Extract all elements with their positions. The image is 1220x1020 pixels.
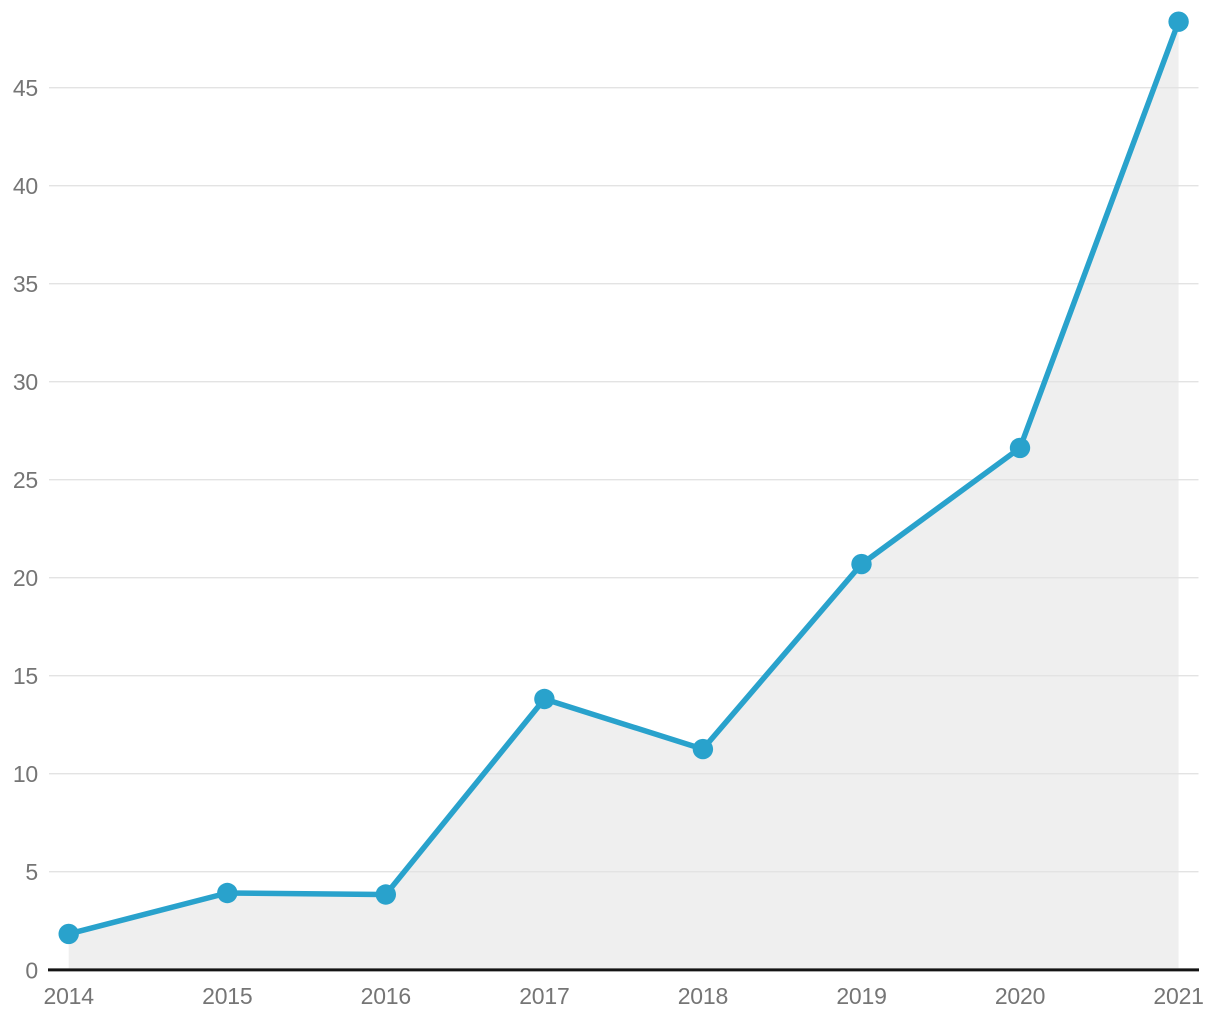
svg-text:5: 5: [25, 859, 38, 885]
svg-text:2018: 2018: [678, 983, 728, 1009]
svg-text:15: 15: [13, 663, 38, 689]
svg-text:20: 20: [13, 565, 38, 591]
svg-text:40: 40: [13, 173, 38, 199]
svg-text:25: 25: [13, 467, 38, 493]
svg-text:10: 10: [13, 761, 38, 787]
svg-text:30: 30: [13, 369, 38, 395]
svg-text:2019: 2019: [836, 983, 886, 1009]
svg-text:2016: 2016: [361, 983, 411, 1009]
svg-text:2020: 2020: [995, 983, 1045, 1009]
svg-text:2015: 2015: [202, 983, 252, 1009]
svg-text:45: 45: [13, 75, 38, 101]
svg-text:35: 35: [13, 271, 38, 297]
svg-text:0: 0: [25, 957, 38, 983]
svg-text:2017: 2017: [519, 983, 569, 1009]
svg-text:2014: 2014: [44, 983, 95, 1009]
svg-text:2021: 2021: [1153, 983, 1203, 1009]
